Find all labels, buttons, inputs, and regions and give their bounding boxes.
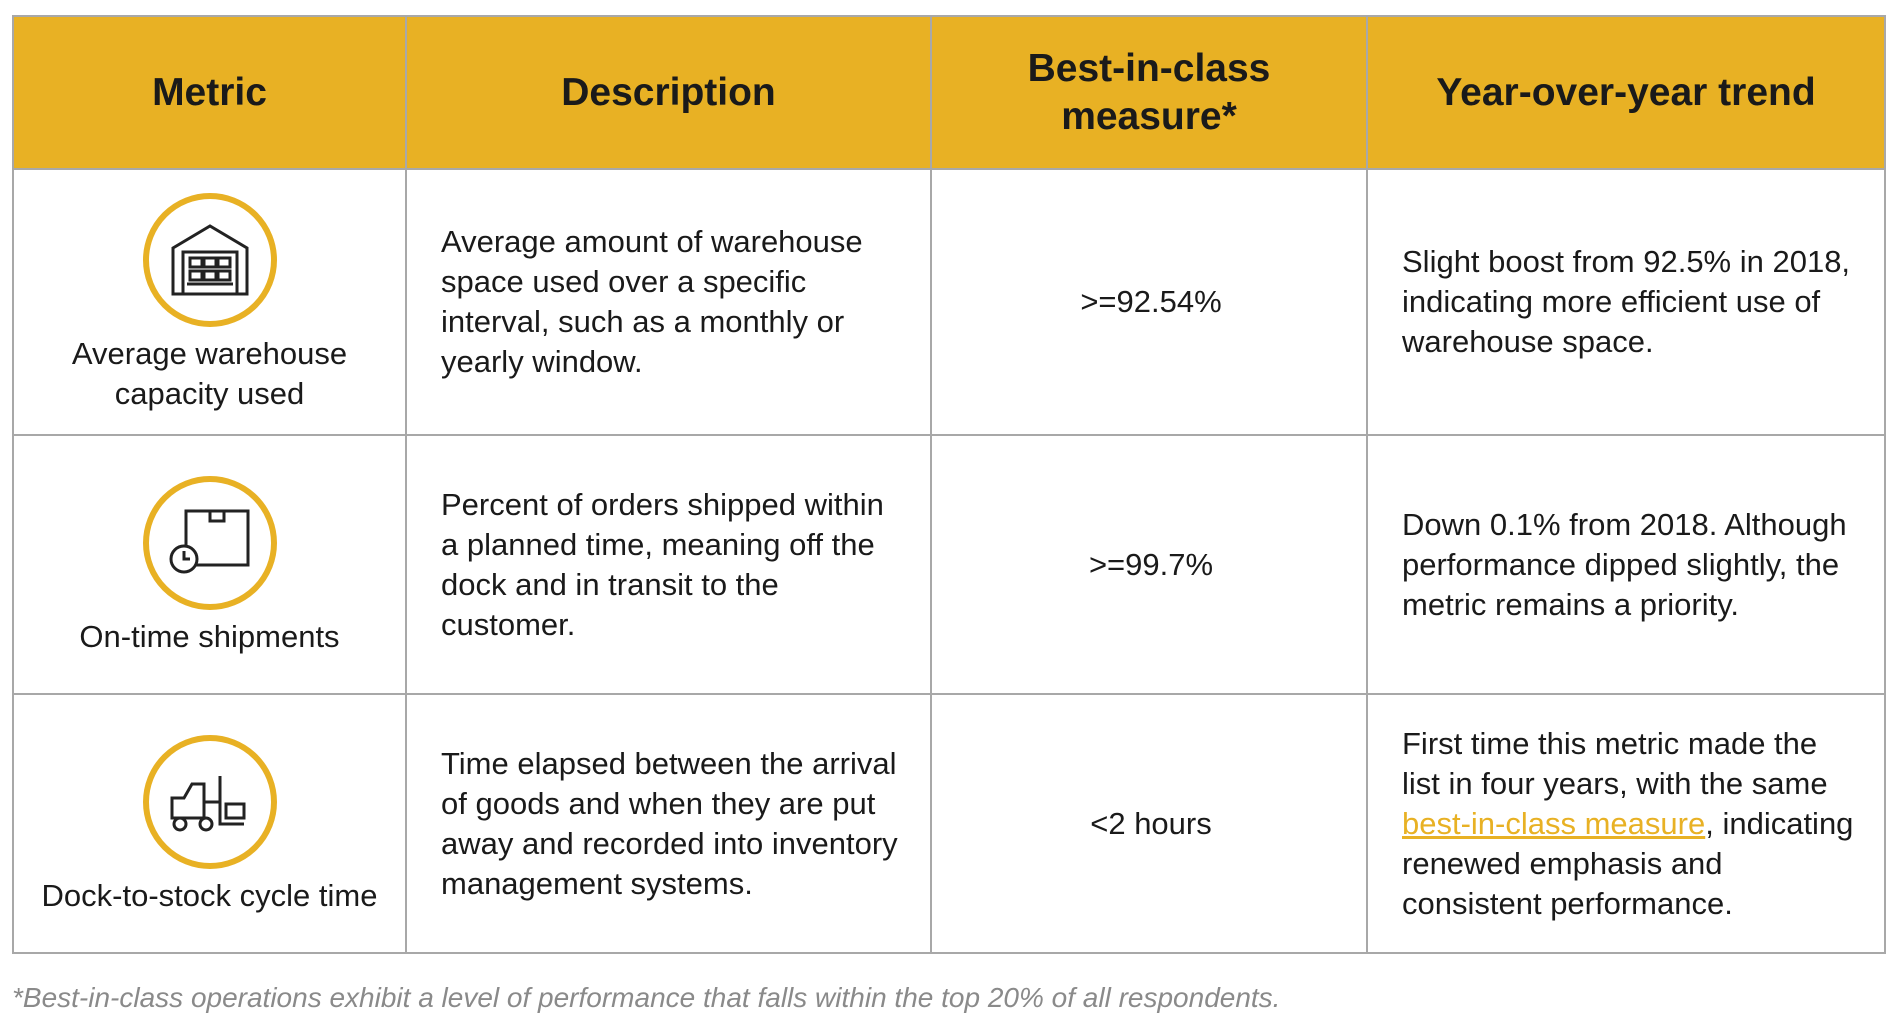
description-cell: Average amount of warehouse space used o… bbox=[405, 168, 932, 436]
metrics-table: Metric Description Best-in-class measure… bbox=[12, 15, 1886, 954]
trend-cell: Down 0.1% from 2018. Although performanc… bbox=[1366, 434, 1886, 695]
header-cell: Year-over-year trend bbox=[1366, 15, 1886, 170]
measure-cell: <2 hours bbox=[930, 693, 1368, 954]
trend-cell: First time this metric made the list in … bbox=[1366, 693, 1886, 954]
trend-text: First time this metric made the list in … bbox=[1402, 725, 1828, 801]
shipment-icon bbox=[142, 475, 277, 610]
header-cell: Description bbox=[405, 15, 932, 170]
header-row: Metric Description Best-in-class measure… bbox=[12, 15, 1886, 170]
trend-text: , indicating renewed emphasis and consis… bbox=[1402, 805, 1854, 921]
header-cell: Metric bbox=[12, 15, 407, 170]
table-row: Dock-to-stock cycle time Time elapsed be… bbox=[12, 693, 1886, 954]
description-cell: Time elapsed between the arrival of good… bbox=[405, 693, 932, 954]
table-row: On-time shipments Percent of orders ship… bbox=[12, 434, 1886, 695]
warehouse-icon bbox=[142, 193, 277, 327]
metric-name: Average warehouse capacity used bbox=[71, 336, 348, 411]
header-cell: Best-in-class measure* bbox=[930, 15, 1368, 170]
measure-link[interactable]: best-in-class measure bbox=[1402, 805, 1706, 841]
measure-cell: >=92.54% bbox=[930, 168, 1368, 436]
table-row: Average warehouse capacity used Average … bbox=[12, 168, 1886, 436]
metric-name: On-time shipments bbox=[79, 618, 340, 654]
trend-cell: Slight boost from 92.5% in 2018, indicat… bbox=[1366, 168, 1886, 436]
metric-name: Dock-to-stock cycle time bbox=[41, 877, 378, 913]
metric-cell: Average warehouse capacity used bbox=[12, 168, 407, 436]
metric-cell: Dock-to-stock cycle time bbox=[12, 693, 407, 954]
metric-cell: On-time shipments bbox=[12, 434, 407, 695]
measure-cell: >=99.7% bbox=[930, 434, 1368, 695]
forklift-icon bbox=[142, 734, 277, 869]
footnote: *Best-in-class operations exhibit a leve… bbox=[12, 982, 1281, 1013]
description-cell: Percent of orders shipped within a plann… bbox=[405, 434, 932, 695]
